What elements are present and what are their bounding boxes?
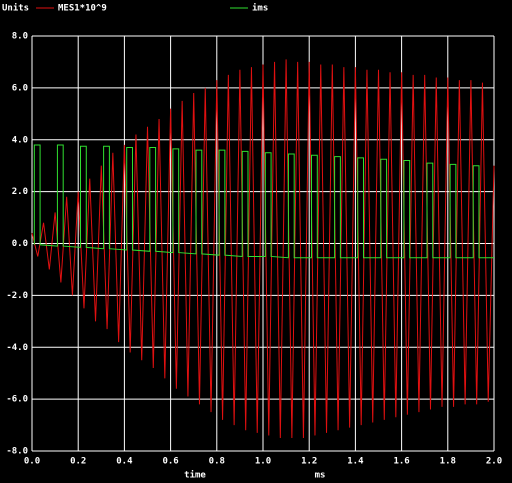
x-axis-label: time xyxy=(184,470,206,481)
legend-label: ims xyxy=(252,3,268,14)
y-tick-label: -6.0 xyxy=(6,395,28,405)
y-tick-label: 4.0 xyxy=(12,135,28,145)
x-tick-label: 1.8 xyxy=(440,457,456,467)
x-tick-label: 1.4 xyxy=(347,457,364,467)
x-tick-label: 1.0 xyxy=(255,457,271,467)
x-tick-label: 2.0 xyxy=(486,457,502,467)
y-axis-label: Units xyxy=(2,3,29,14)
x-tick-label: 1.6 xyxy=(393,457,409,467)
y-tick-label: -2.0 xyxy=(6,291,28,301)
y-tick-label: -4.0 xyxy=(6,343,28,353)
legend-label: MES1*10^9 xyxy=(58,4,107,14)
series-line xyxy=(33,144,494,259)
y-tick-label: -8.0 xyxy=(6,447,28,457)
y-tick-label: 2.0 xyxy=(12,187,28,197)
x-tick-label: 0.8 xyxy=(209,457,225,467)
x-axis-unit: ms xyxy=(315,471,326,481)
x-tick-label: 0.6 xyxy=(162,457,178,467)
y-tick-label: 6.0 xyxy=(12,83,28,93)
x-tick-label: 1.2 xyxy=(301,457,317,467)
x-tick-label: 0.4 xyxy=(116,457,133,467)
x-tick-label: 0.2 xyxy=(70,457,86,467)
x-tick-label: 0.0 xyxy=(24,457,40,467)
y-tick-label: 8.0 xyxy=(12,32,28,42)
y-tick-label: 0.0 xyxy=(12,239,28,249)
series-line xyxy=(31,59,495,439)
